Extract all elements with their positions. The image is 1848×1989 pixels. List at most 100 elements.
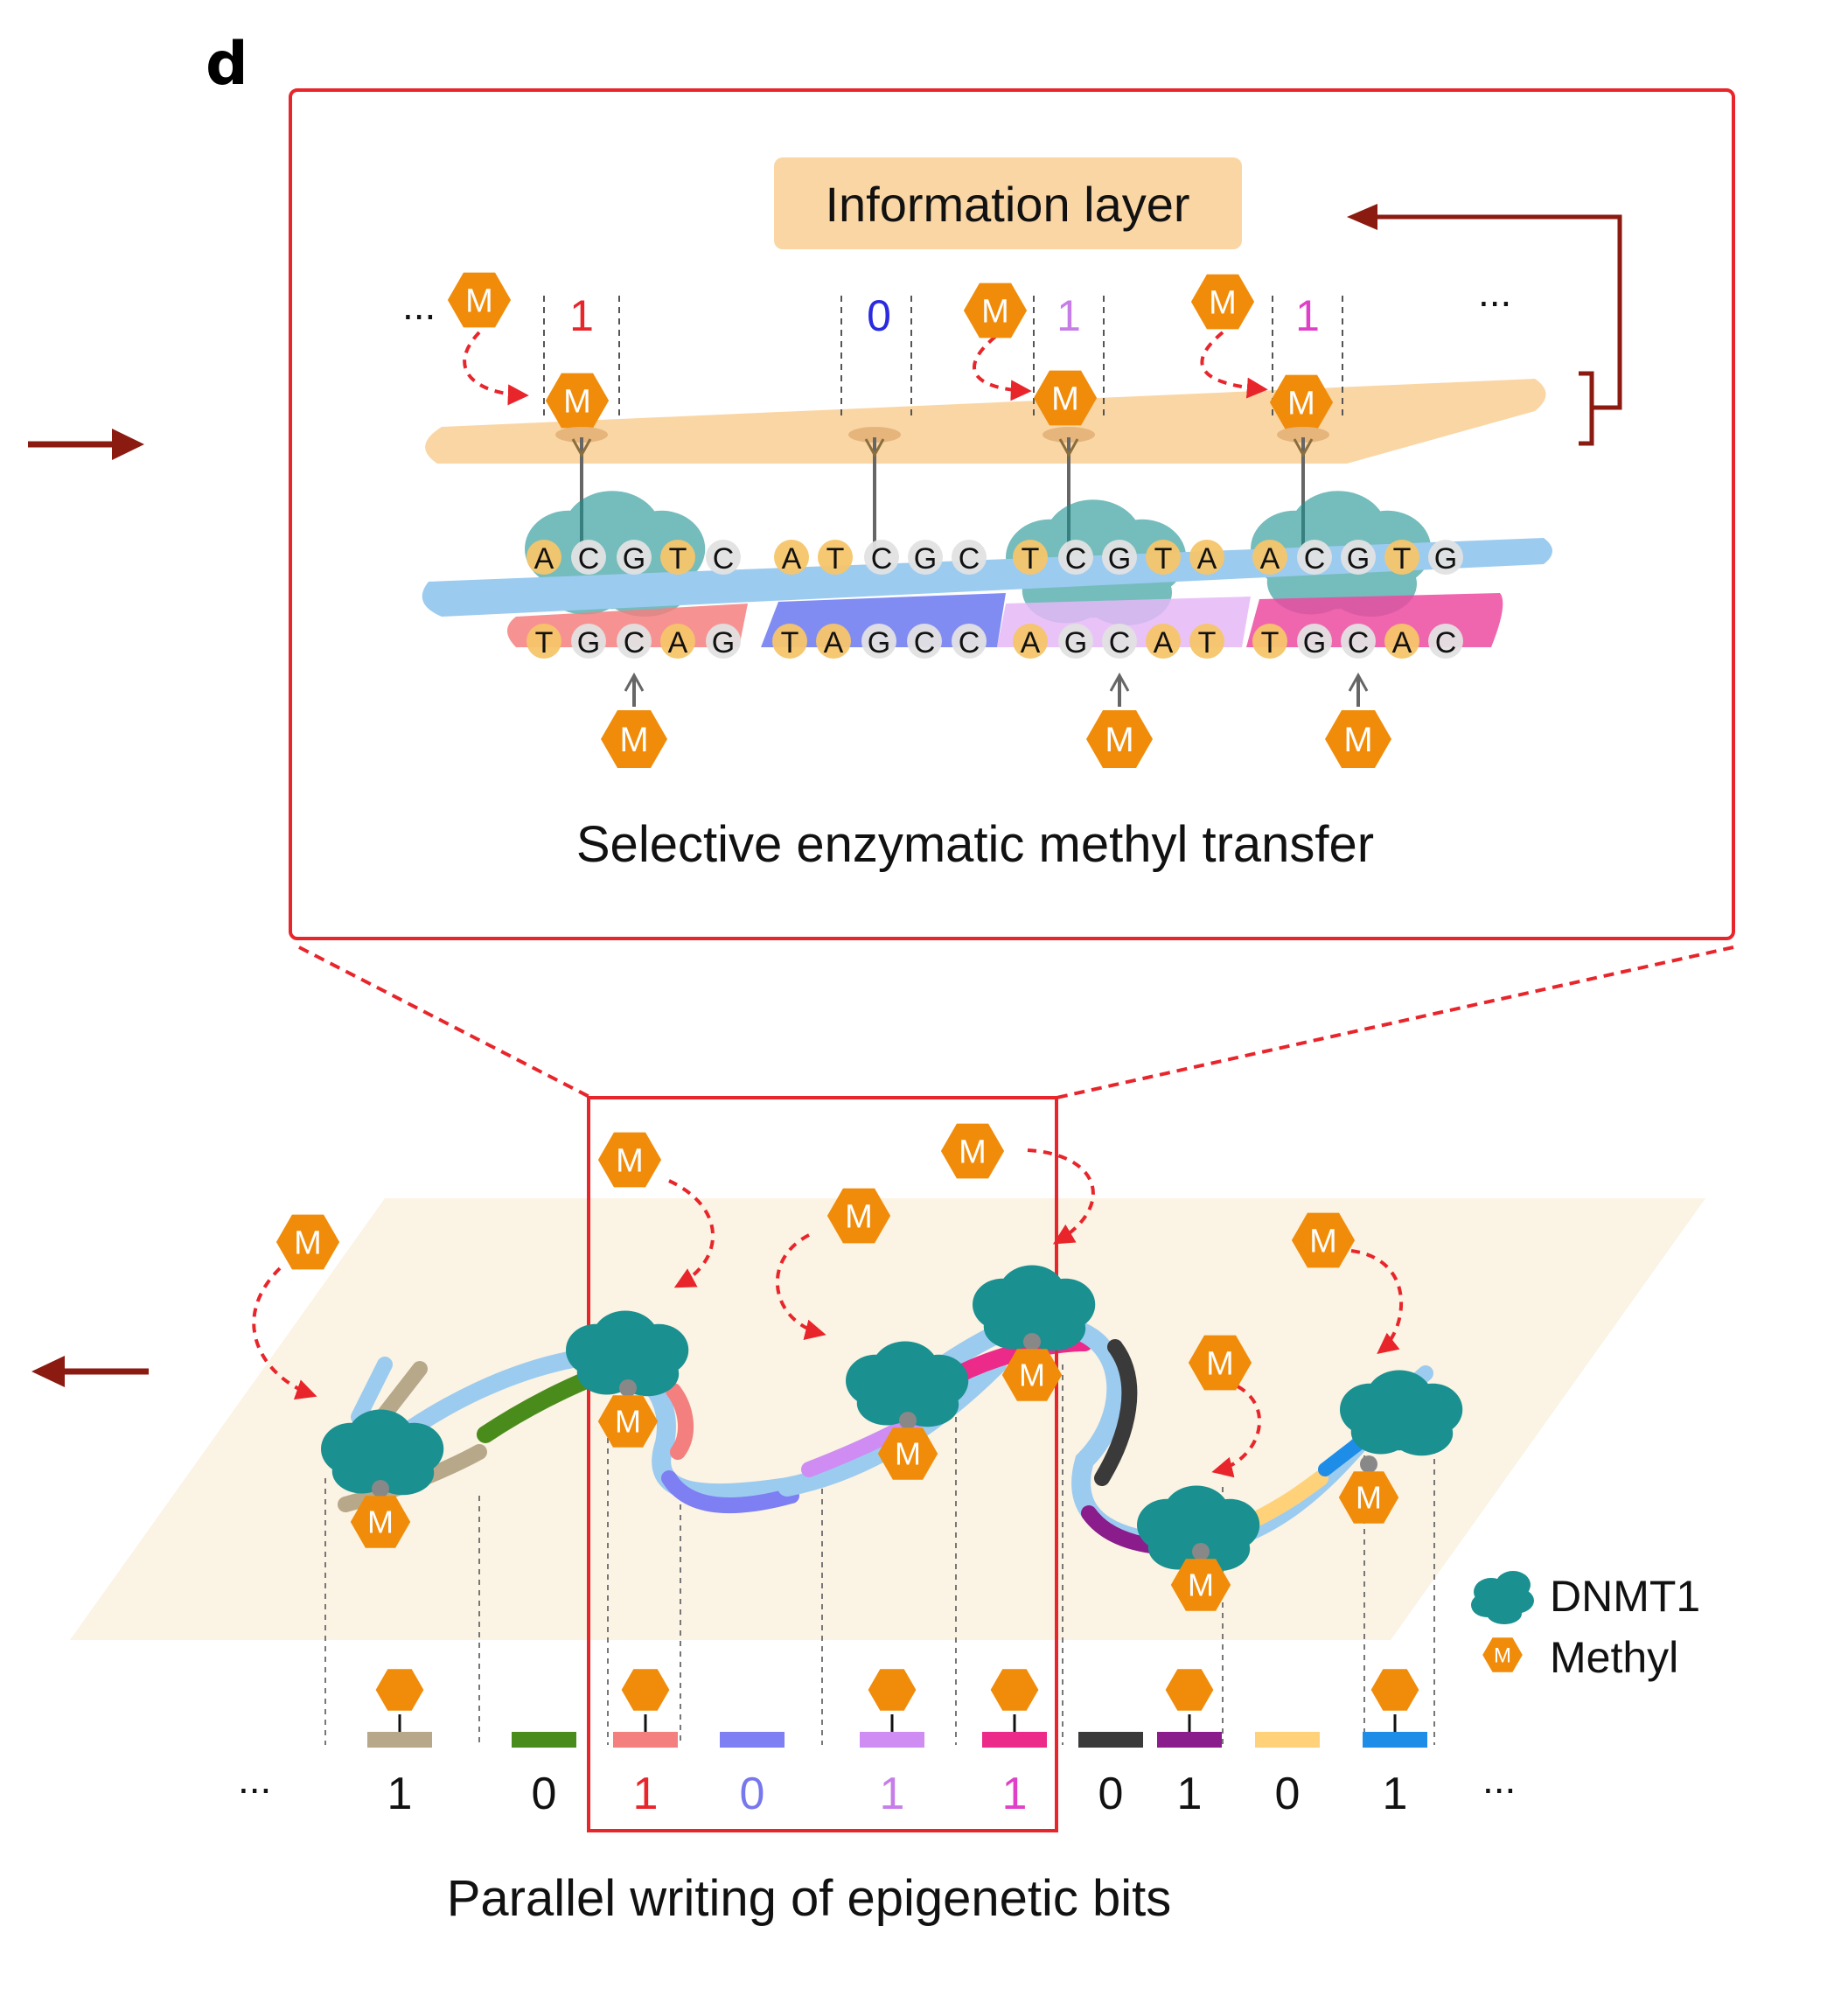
attached-methyl-icon: M (545, 373, 610, 429)
dnmt1-enzyme-icon (1340, 1370, 1463, 1456)
svg-text:T: T (1154, 542, 1173, 576)
base-nucleotide: C (571, 540, 606, 576)
legend: DNMT1 M Methyl (1471, 1571, 1700, 1682)
svg-text:A: A (1154, 626, 1174, 660)
svg-text:M: M (1206, 1345, 1234, 1382)
feedback-arrow-icon (1364, 214, 1622, 446)
base-nucleotide: G (617, 540, 652, 576)
svg-text:M: M (616, 1142, 644, 1179)
bit-value: 1 (1177, 1769, 1203, 1819)
top-free-methyls: M M M M M M (447, 272, 1334, 430)
dnmt1-enzyme-icon (846, 1341, 969, 1427)
info-layer-box (774, 157, 1242, 249)
base-nucleotide: C (907, 624, 942, 660)
base-nucleotide: T (1384, 540, 1419, 576)
base-nucleotide: C (1428, 624, 1463, 660)
ellipsis-right-bottom: ... (1482, 1756, 1516, 1802)
bit-bar (512, 1732, 576, 1748)
bit-value: 1 (387, 1769, 413, 1819)
base-nucleotide: G (706, 624, 741, 660)
top-bit: 1 (1056, 291, 1081, 340)
svg-text:M: M (615, 1404, 641, 1440)
bit-value: 0 (1275, 1769, 1301, 1819)
svg-text:T: T (535, 626, 554, 660)
base-nucleotide: C (952, 624, 987, 660)
attached-methyl-icon: M (597, 1395, 659, 1448)
tether-arrow-icon (624, 672, 645, 692)
svg-text:G: G (1303, 626, 1326, 660)
base-nucleotide: A (1384, 624, 1419, 660)
base-nucleotide: C (864, 540, 899, 576)
bit-value: 1 (880, 1769, 905, 1819)
bit-value: 1 (1002, 1769, 1028, 1819)
svg-text:M: M (1105, 721, 1133, 759)
base-nucleotide: T (527, 624, 561, 660)
svg-text:C: C (959, 542, 980, 576)
free-methyl-icon: M (1190, 274, 1255, 330)
layer-anchor (555, 427, 608, 443)
pending-methyl-icon: M (601, 710, 667, 768)
bit-value: 1 (1383, 1769, 1408, 1819)
svg-text:M: M (1343, 721, 1372, 759)
attached-methyl-icon: M (877, 1427, 938, 1480)
tether-arrow-icon (1293, 438, 1314, 458)
svg-text:M: M (959, 1134, 987, 1170)
free-methyl-icon: M (940, 1123, 1005, 1179)
panel-label: d (206, 30, 248, 99)
svg-text:G: G (914, 542, 937, 576)
svg-text:G: G (1434, 542, 1457, 576)
base-nucleotide: C (706, 540, 741, 576)
svg-text:G: G (1064, 626, 1087, 660)
free-methyl-icon: M (275, 1214, 340, 1270)
pending-methyl-icon: M (1325, 710, 1391, 768)
top-bit: 0 (867, 291, 891, 340)
ellipsis-right-top: ... (1478, 269, 1511, 315)
epigenetic-bit: 0 (1078, 1732, 1143, 1819)
methyl-hex-icon (1165, 1669, 1214, 1711)
svg-text:M: M (981, 293, 1009, 330)
top-bit: 1 (1295, 291, 1320, 340)
epigenetic-bit: 1 (613, 1669, 678, 1819)
svg-text:T: T (1022, 542, 1040, 576)
svg-text:A: A (824, 626, 844, 660)
base-nucleotide: C (1102, 624, 1137, 660)
svg-text:M: M (1188, 1567, 1214, 1603)
svg-text:M: M (1287, 385, 1315, 422)
svg-text:M: M (1209, 284, 1237, 321)
linker-dot (1023, 1333, 1041, 1350)
linker-dot (899, 1412, 917, 1429)
svg-text:C: C (578, 542, 600, 576)
epigenetic-bit: 0 (720, 1732, 785, 1819)
base-nucleotide: T (818, 540, 853, 576)
legend-dnmt1-label: DNMT1 (1550, 1572, 1700, 1621)
bit-value: 0 (1098, 1769, 1124, 1819)
svg-text:M: M (1494, 1644, 1511, 1667)
linker-dot (1192, 1543, 1210, 1560)
methyl-hex-icon (375, 1669, 424, 1711)
legend-methyl-label: Methyl (1550, 1633, 1678, 1682)
free-methyl-icon: M (1188, 1335, 1252, 1391)
svg-text:G: G (1347, 542, 1370, 576)
svg-text:M: M (619, 721, 648, 759)
tether-arrow-icon (864, 438, 885, 458)
svg-text:T: T (1198, 626, 1217, 660)
base-nucleotide: C (617, 624, 652, 660)
methyl-hex-icon (621, 1669, 670, 1711)
base-nucleotide: A (1189, 540, 1224, 576)
svg-text:G: G (868, 626, 890, 660)
pending-methyl-icon: M (1086, 710, 1153, 768)
base-nucleotide: A (816, 624, 851, 660)
bottom-bits: 1 0 1 0 1 1 0 1 0 1 (367, 1669, 1427, 1819)
attached-methyl-icon: M (1033, 370, 1098, 426)
bit-value: 0 (532, 1769, 557, 1819)
epigenetic-bit: 1 (860, 1669, 924, 1819)
zoom-frame (289, 88, 1735, 940)
info-layer-label: Information layer (825, 177, 1189, 232)
dnmt1-enzyme-icon (1137, 1485, 1260, 1572)
bit-value: 1 (633, 1769, 659, 1819)
free-methyl-icon: M (826, 1188, 891, 1244)
svg-text:M: M (1309, 1223, 1337, 1260)
svg-text:A: A (1021, 626, 1041, 660)
